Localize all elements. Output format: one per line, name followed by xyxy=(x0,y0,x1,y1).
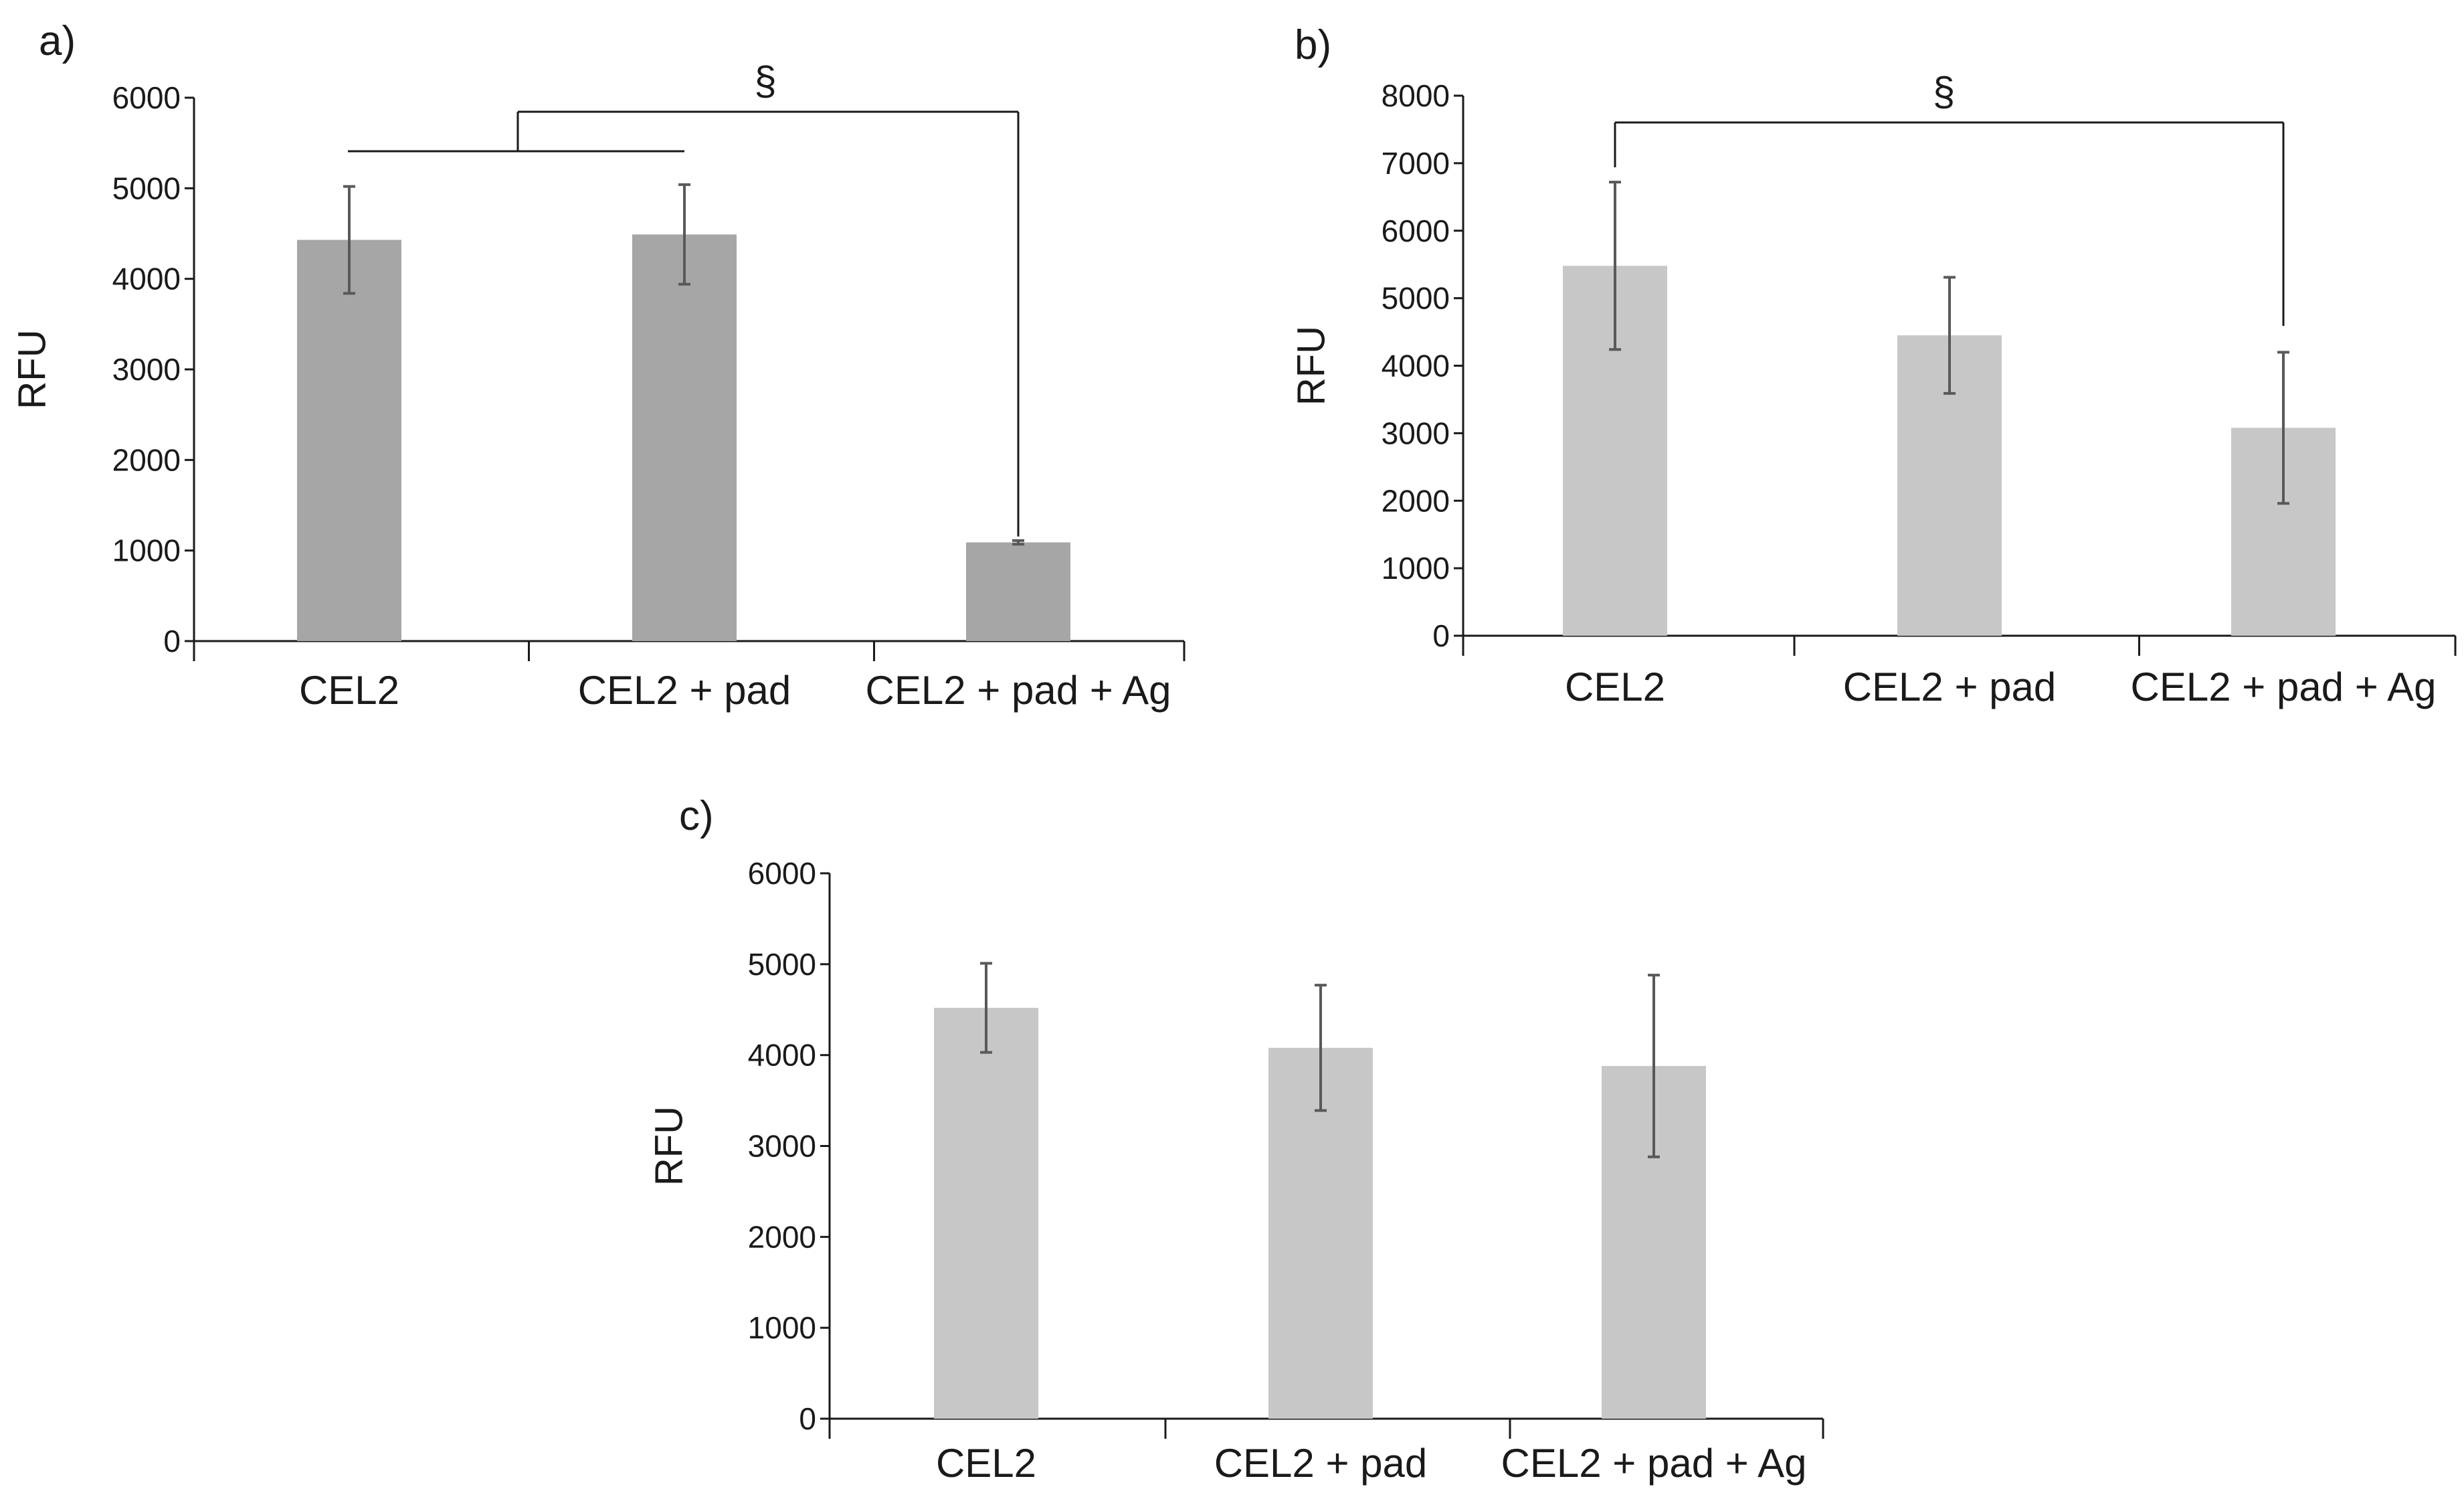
y-tick-label: 7000 xyxy=(1382,146,1450,181)
x-category-label: CEL2 xyxy=(1565,665,1665,709)
y-axis-title: RFU xyxy=(648,1106,691,1186)
y-tick-label: 0 xyxy=(1432,618,1450,653)
y-axis-title: RFU xyxy=(1290,326,1333,406)
panel-label: c) xyxy=(679,793,714,839)
y-tick-label: 5000 xyxy=(112,171,181,205)
y-axis-title: RFU xyxy=(11,329,54,409)
y-tick-label: 3000 xyxy=(112,352,181,387)
y-tick-label: 0 xyxy=(799,1401,816,1436)
y-tick-label: 4000 xyxy=(1382,349,1450,383)
x-category-label: CEL2 + pad xyxy=(1843,665,2057,709)
x-category-label: CEL2 + pad + Ag xyxy=(865,668,1171,713)
y-tick-label: 1000 xyxy=(112,533,181,568)
y-tick-label: 6000 xyxy=(1382,213,1450,248)
x-category-label: CEL2 xyxy=(936,1441,1036,1486)
y-tick-label: 2000 xyxy=(112,442,181,477)
panel-label: a) xyxy=(39,18,76,64)
y-tick-label: 0 xyxy=(163,624,181,658)
y-tick-label: 2000 xyxy=(748,1219,816,1254)
y-tick-label: 5000 xyxy=(748,947,816,982)
bar-1 xyxy=(934,1008,1038,1419)
bar-1 xyxy=(297,240,401,641)
y-tick-label: 6000 xyxy=(748,856,816,891)
y-tick-label: 5000 xyxy=(1382,281,1450,316)
y-tick-label: 4000 xyxy=(112,262,181,296)
y-tick-label: 6000 xyxy=(112,80,181,115)
y-tick-label: 3000 xyxy=(1382,416,1450,450)
y-tick-label: 2000 xyxy=(1382,483,1450,518)
x-category-label: CEL2 + pad + Ag xyxy=(2130,665,2436,709)
x-category-label: CEL2 + pad xyxy=(578,668,791,713)
panel-c-chart: c) RFU 0 1000 2000 3000 4000 5000 6000 CEL2 CEL2 +… xyxy=(648,793,1824,1486)
panel-label: b) xyxy=(1295,22,1331,68)
y-tick-label: 1000 xyxy=(1382,551,1450,586)
y-tick-label: 3000 xyxy=(748,1129,816,1164)
x-category-label: CEL2 xyxy=(299,668,399,713)
significance-symbol: § xyxy=(754,58,776,103)
y-tick-label: 8000 xyxy=(1382,78,1450,113)
bar-3 xyxy=(966,542,1070,641)
panel-b-chart: b) RFU 0 1000 2000 3000 4000 5000 6000 7000 8000 CE… xyxy=(1290,22,2457,709)
significance-symbol: § xyxy=(1933,69,1955,114)
y-tick-label: 4000 xyxy=(748,1038,816,1073)
bar-2 xyxy=(632,234,737,641)
x-category-label: CEL2 + pad + Ag xyxy=(1501,1441,1806,1486)
panel-a-chart: a) RFU 0 1000 2000 3000 4000 5000 6000 CEL2 CEL2 +… xyxy=(11,18,1186,713)
y-tick-label: 1000 xyxy=(748,1310,816,1345)
x-category-label: CEL2 + pad xyxy=(1214,1441,1428,1486)
